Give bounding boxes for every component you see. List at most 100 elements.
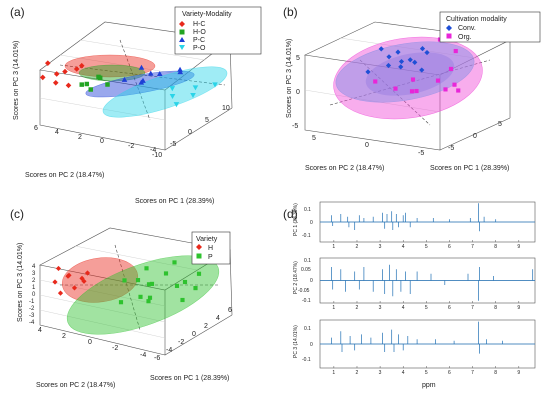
point-c-h	[57, 290, 64, 296]
panel-c-xtick: 2	[204, 323, 208, 330]
panel-a-xtick: -5	[170, 141, 176, 148]
loading-plot-3: PC 3 (14.01%) 0.1 0 -0.1 1 2 3 4 5 6 7 8 9	[293, 319, 536, 376]
point-c-p	[180, 297, 185, 303]
point-c-p	[174, 283, 180, 288]
point-b-org	[456, 88, 461, 93]
legend-item-conv: Conv.	[446, 25, 476, 32]
panel-a-ytick: 4	[55, 129, 59, 136]
panel-d-xlabel: ppm	[422, 382, 436, 389]
point-b-conv	[419, 46, 426, 52]
panel-a-ylabel: Scores on PC 2 (18.47%)	[25, 172, 104, 179]
loading-plot-3-xticks: 1 2 3 4 5 6 7 8 9	[332, 366, 520, 376]
panel-a-points	[39, 60, 218, 108]
panel-c: -6 -4 -2 0 2 4 6 -4 -2 0 2 4 4 3 2 1 0 -…	[17, 227, 233, 389]
panel-c-ztick: -4	[29, 320, 35, 326]
point-b-conv	[407, 57, 413, 63]
ellipse-b-org	[333, 36, 483, 120]
point-a-po	[190, 92, 196, 98]
legend-item-h: H	[196, 244, 213, 252]
point-a-hc	[78, 62, 85, 69]
xtick-label: 1	[332, 305, 335, 311]
legend-item-p: P	[196, 253, 213, 261]
ytick: 0.1	[304, 258, 311, 264]
loading-plot-1: PC 1 (28.39%) 0.1 0 -0.1 1 2 3 4 5 6 7 8 9	[293, 201, 536, 250]
panel-b-xlabel: Scores on PC 1 (28.39%)	[430, 165, 509, 172]
point-c-h	[52, 279, 58, 285]
point-c-h	[84, 270, 91, 276]
panel-b-xtick: 0	[473, 133, 477, 140]
legend-marker-ho	[179, 29, 185, 35]
point-a-hc	[53, 71, 60, 77]
point-b-conv	[398, 58, 405, 65]
loading-plot-2-xticks: 1 2 3 4 5 6 7 8 9	[332, 301, 520, 311]
ellipse-c-p	[66, 255, 220, 335]
point-b-conv	[419, 67, 425, 73]
panel-a-yticks: -4 -2 0 2 4 6	[34, 125, 156, 154]
panel-c-legend: Variety H P	[191, 231, 231, 265]
panel-c-ytick: 2	[62, 333, 66, 340]
xtick-label: 8	[494, 305, 497, 311]
xtick-label: 9	[517, 370, 520, 376]
point-b-conv	[412, 59, 418, 65]
ellipse-b-core	[365, 52, 455, 96]
legend-label-pc: P-C	[193, 37, 205, 44]
xtick-label: 9	[517, 305, 520, 311]
point-c-p	[149, 281, 155, 286]
panel-a-ytick: 2	[78, 134, 82, 141]
point-b-org	[453, 48, 458, 54]
point-b-conv	[398, 64, 404, 70]
loading-plot-2: PC 2 (18.47%) 0.1 0.05 0 -0.05 -0.1 1 2 3 4…	[293, 257, 536, 311]
panel-c-ztick: 1	[32, 285, 36, 291]
panel-b-xtick: -5	[448, 145, 454, 152]
point-a-hc	[73, 66, 80, 72]
loading-plot-1-xticks: 1 2 3 4 5 6 7 8 9	[332, 240, 520, 250]
ytick: -0.05	[298, 288, 310, 294]
point-c-p	[146, 282, 152, 287]
ytick: 0	[310, 278, 313, 284]
point-a-hc	[62, 68, 68, 75]
point-a-pc	[177, 66, 183, 72]
panel-b-legend-title: Cultivation modality	[446, 16, 507, 23]
legend-label-conv: Conv.	[458, 25, 476, 32]
panel-b-ylabel: Scores on PC 2 (18.47%)	[305, 165, 384, 172]
point-b-org	[414, 88, 419, 94]
panel-c-ytick: -4	[140, 352, 146, 359]
point-c-p	[193, 286, 198, 291]
legend-label-h: H	[208, 245, 213, 252]
point-a-pc	[138, 64, 145, 70]
point-c-p	[138, 294, 143, 299]
panel-a-legend-title: Variety-Modality	[182, 11, 232, 18]
xtick-label: 1	[332, 244, 335, 250]
point-c-p	[118, 300, 124, 305]
xtick-label: 4	[402, 244, 405, 250]
panel-c-legend-title: Variety	[196, 236, 218, 243]
panel-a-ytick: -4	[150, 147, 156, 154]
xtick-label: 4	[402, 370, 405, 376]
panel-c-ellipses	[61, 255, 220, 335]
loading-plot-2-ylabel: PC 2 (18.47%)	[293, 261, 299, 294]
loading-plot-3-ylabel: PC 3 (14.01%)	[293, 325, 299, 358]
panel-label-d: (d)	[283, 207, 298, 221]
panel-c-xtick: 6	[228, 307, 232, 314]
panel-c-xtick: 0	[192, 331, 196, 338]
point-a-po	[192, 85, 199, 91]
panel-c-xtick: -4	[166, 347, 172, 354]
legend-label-p: P	[208, 254, 213, 261]
panel-c-ztick: 4	[32, 264, 36, 270]
point-a-ho	[96, 74, 101, 80]
panel-a: -10 -5 0 5 10 -4 -2 0 2 4 6 Scores on PC…	[13, 6, 262, 205]
xtick-label: 6	[448, 305, 451, 311]
xtick-label: 5	[425, 305, 428, 311]
ellipse-b-conv	[335, 41, 475, 103]
ytick: -0.1	[302, 233, 311, 239]
legend-marker-h	[196, 244, 202, 250]
panel-c-ztick: 0	[32, 292, 36, 298]
ellipse-c-h	[61, 257, 139, 303]
loading-line-pc1	[320, 203, 535, 232]
panel-c-ytick: 4	[38, 327, 42, 334]
point-a-pc	[138, 79, 145, 85]
panel-b-legend: Cultivation modality Conv. Org.	[439, 11, 541, 43]
legend-marker-p	[196, 253, 202, 259]
point-a-po	[169, 93, 176, 99]
